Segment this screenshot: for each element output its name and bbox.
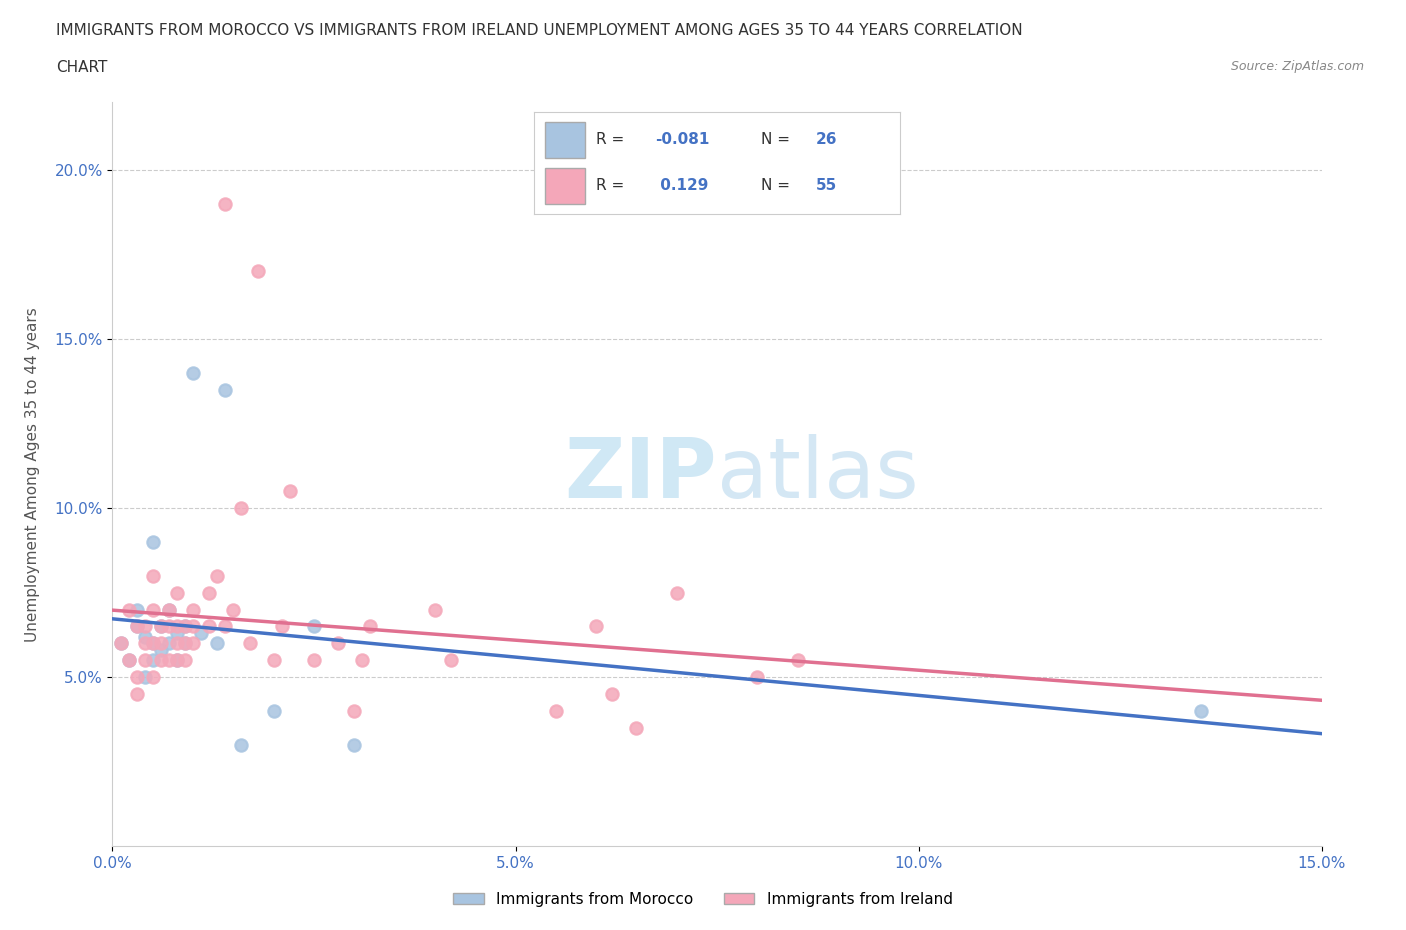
Text: N =: N = [761, 132, 794, 147]
Point [125, 619, 148, 634]
Point [207, 568, 229, 583]
Point [328, 636, 350, 651]
Point [222, 602, 245, 617]
Point [166, 636, 188, 651]
Point [157, 602, 180, 617]
Point [117, 602, 139, 617]
Point [125, 686, 148, 701]
Point [142, 602, 165, 617]
Point [166, 653, 188, 668]
Text: 0.129: 0.129 [655, 178, 709, 193]
Point [134, 636, 156, 651]
Point [626, 721, 648, 736]
Point [302, 653, 325, 668]
Text: IMMIGRANTS FROM MOROCCO VS IMMIGRANTS FROM IRELAND UNEMPLOYMENT AMONG AGES 35 TO: IMMIGRANTS FROM MOROCCO VS IMMIGRANTS FR… [56, 23, 1024, 38]
Point [181, 365, 204, 380]
Text: R =: R = [596, 178, 630, 193]
Point [263, 704, 285, 719]
Point [600, 686, 623, 701]
Text: -0.081: -0.081 [655, 132, 709, 147]
Point [440, 653, 463, 668]
Point [149, 619, 172, 634]
Point [343, 704, 366, 719]
Point [134, 653, 156, 668]
Point [157, 602, 180, 617]
Point [134, 630, 156, 644]
Point [343, 737, 366, 752]
Point [125, 670, 148, 684]
Point [125, 619, 148, 634]
Point [198, 619, 221, 634]
Point [544, 704, 567, 719]
Point [149, 619, 172, 634]
Point [142, 636, 165, 651]
Point [142, 535, 165, 550]
Point [174, 619, 197, 634]
Point [747, 670, 769, 684]
Point [166, 653, 188, 668]
Text: N =: N = [761, 178, 794, 193]
Point [181, 602, 204, 617]
Point [134, 670, 156, 684]
Point [142, 653, 165, 668]
Point [190, 626, 212, 641]
Point [246, 264, 269, 279]
Text: atlas: atlas [717, 433, 918, 515]
Legend: Immigrants from Morocco, Immigrants from Ireland: Immigrants from Morocco, Immigrants from… [447, 886, 959, 913]
Point [278, 484, 301, 498]
Point [142, 670, 165, 684]
Point [125, 602, 148, 617]
Text: ZIP: ZIP [565, 433, 717, 515]
Point [214, 382, 236, 397]
Point [1189, 704, 1212, 719]
Point [174, 636, 197, 651]
Point [198, 585, 221, 600]
Point [110, 636, 132, 651]
Point [117, 653, 139, 668]
Point [134, 619, 156, 634]
Point [166, 619, 188, 634]
Point [157, 636, 180, 651]
Point [149, 636, 172, 651]
Y-axis label: Unemployment Among Ages 35 to 44 years: Unemployment Among Ages 35 to 44 years [25, 307, 41, 642]
Point [352, 653, 374, 668]
Text: R =: R = [596, 132, 630, 147]
Point [231, 500, 253, 515]
Point [181, 636, 204, 651]
Text: 55: 55 [815, 178, 837, 193]
Text: CHART: CHART [56, 60, 108, 75]
Point [174, 653, 197, 668]
Point [585, 619, 607, 634]
Point [786, 653, 808, 668]
Point [359, 619, 381, 634]
Point [214, 619, 236, 634]
Point [231, 737, 253, 752]
Point [214, 196, 236, 211]
Text: Source: ZipAtlas.com: Source: ZipAtlas.com [1230, 60, 1364, 73]
Point [157, 653, 180, 668]
Point [142, 636, 165, 651]
Point [665, 585, 688, 600]
Point [238, 636, 260, 651]
Point [157, 619, 180, 634]
Point [174, 619, 197, 634]
Point [149, 653, 172, 668]
Point [423, 602, 446, 617]
Point [117, 653, 139, 668]
Point [166, 585, 188, 600]
FancyBboxPatch shape [546, 122, 585, 157]
Point [174, 636, 197, 651]
Text: 26: 26 [815, 132, 837, 147]
Point [110, 636, 132, 651]
Point [166, 626, 188, 641]
FancyBboxPatch shape [546, 168, 585, 204]
Point [149, 643, 172, 658]
Point [270, 619, 292, 634]
Point [207, 636, 229, 651]
Point [263, 653, 285, 668]
Point [142, 568, 165, 583]
Point [181, 619, 204, 634]
Point [302, 619, 325, 634]
